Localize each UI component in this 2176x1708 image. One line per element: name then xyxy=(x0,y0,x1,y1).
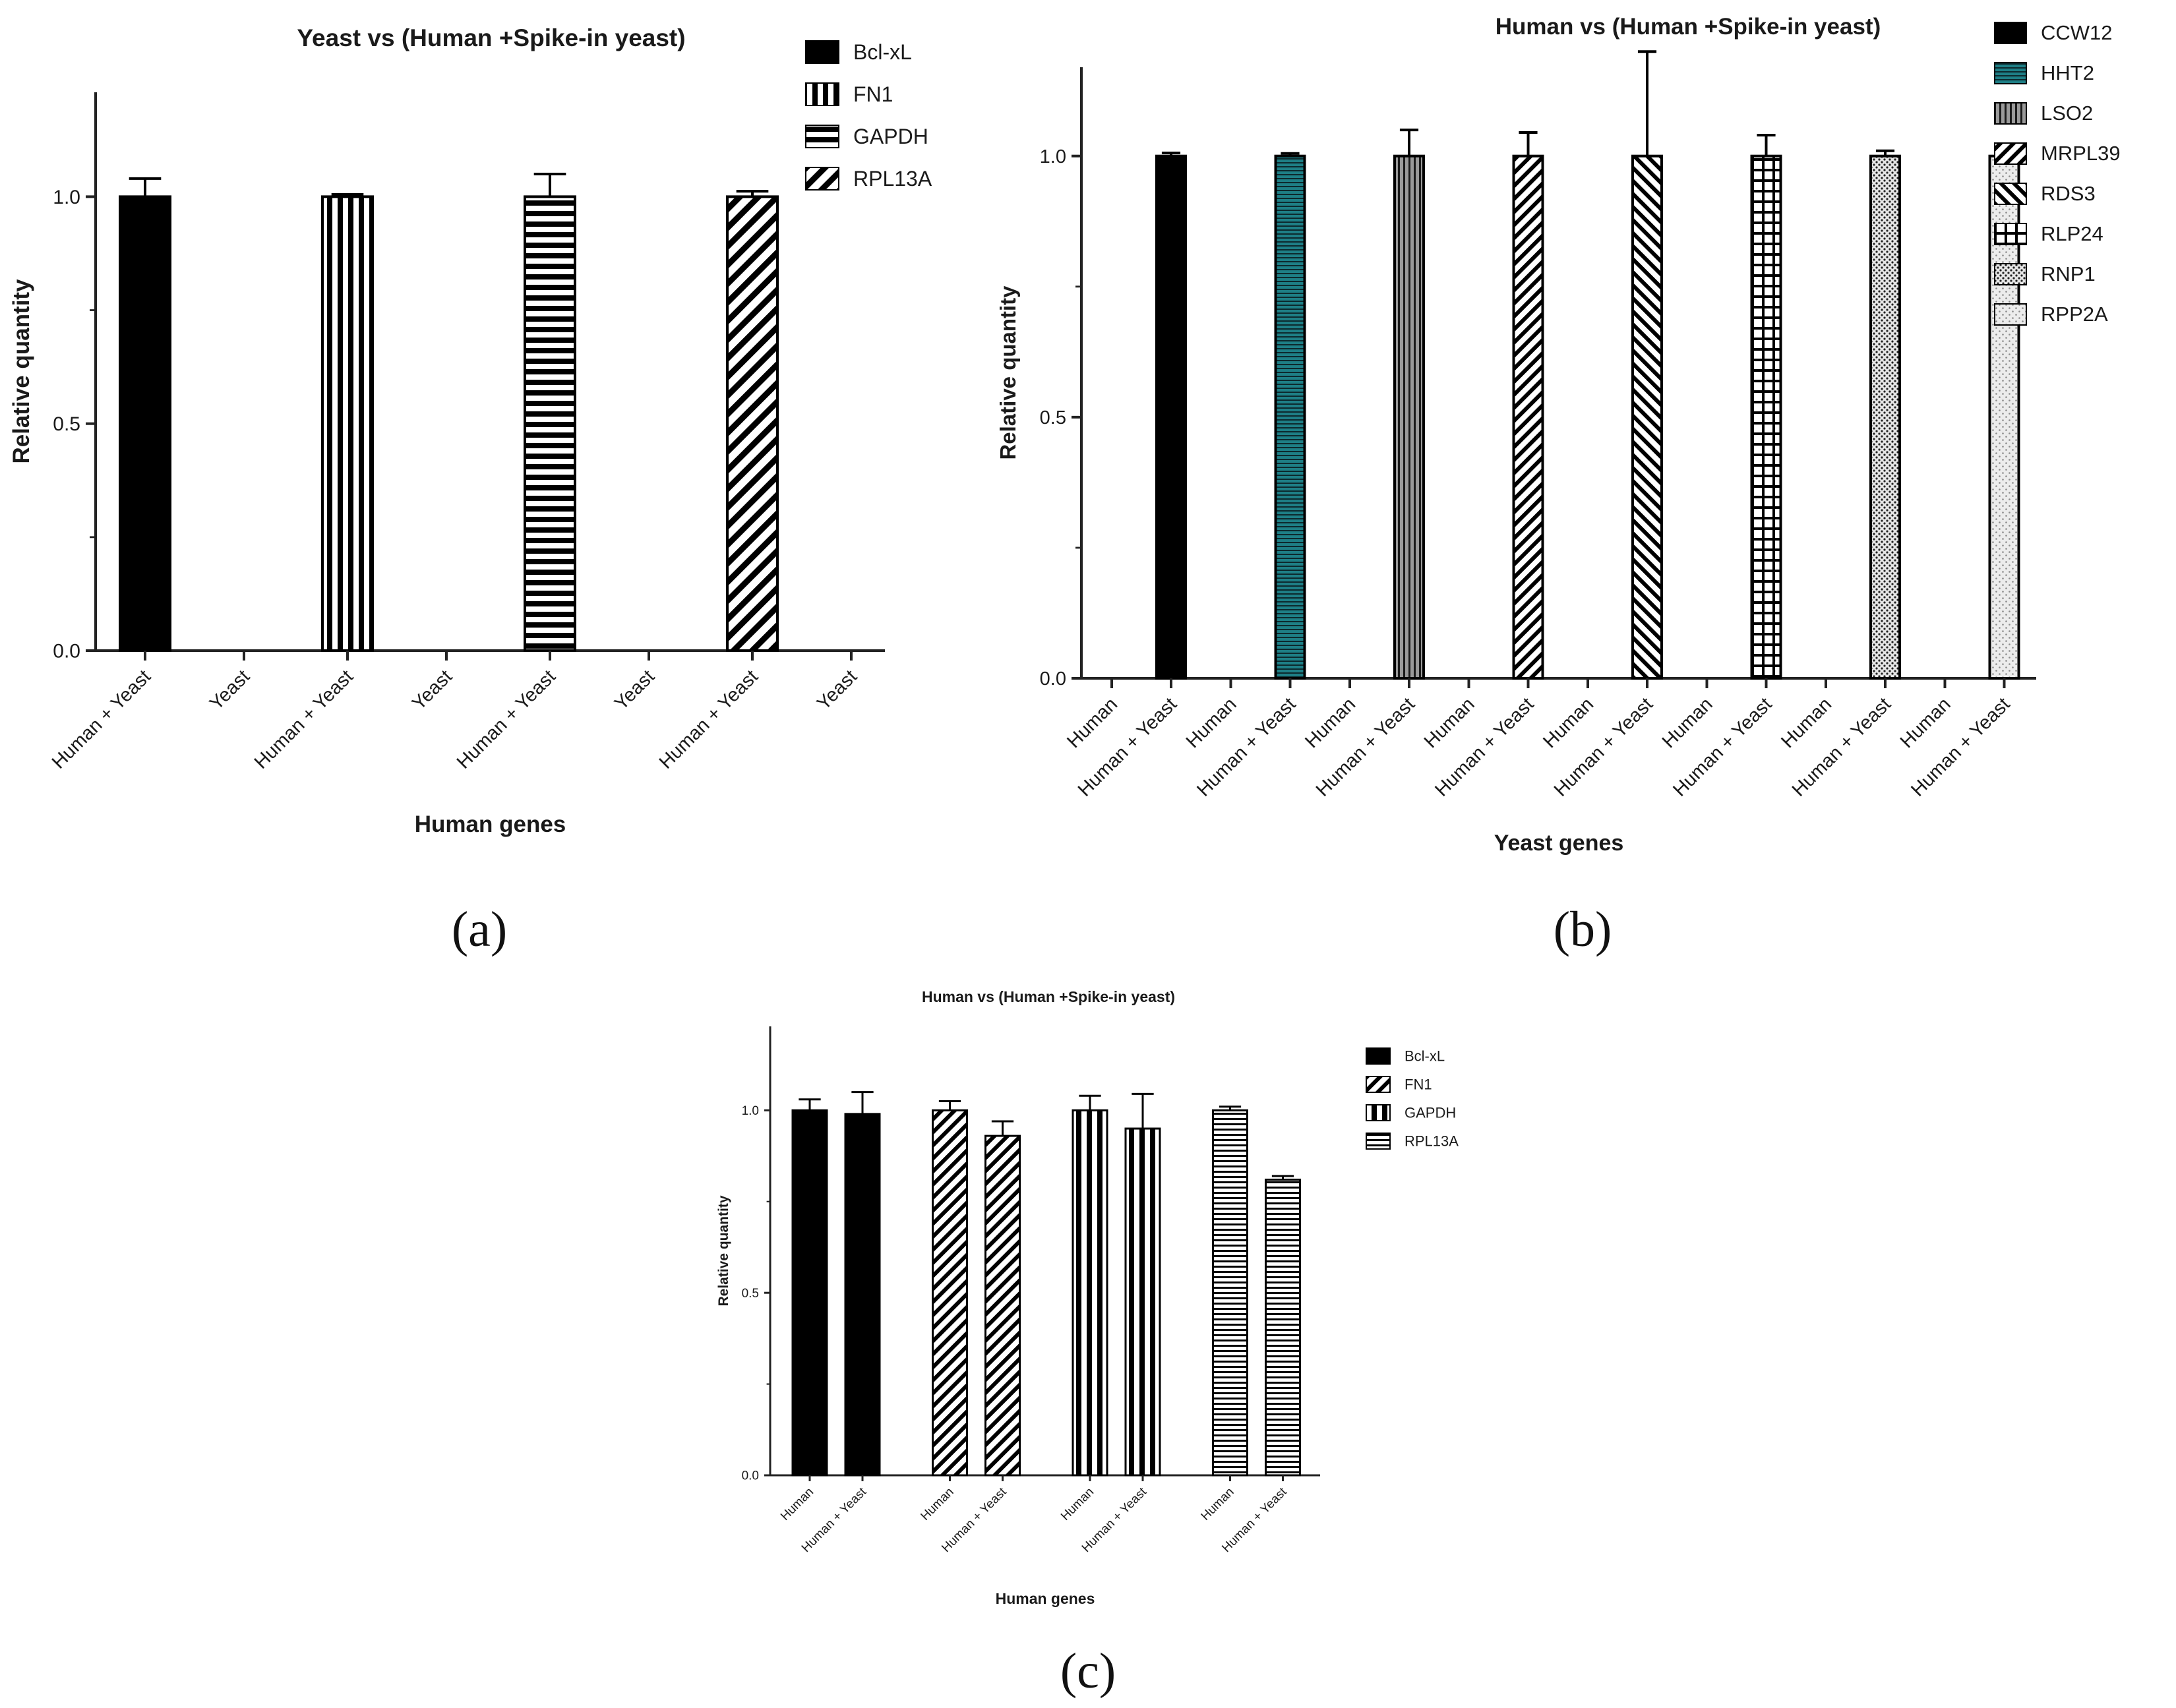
chart-title: Human vs (Human +Spike-in yeast) xyxy=(922,988,1175,1005)
y-axis-label: Relative quantity xyxy=(716,1195,731,1306)
legend-swatch xyxy=(805,167,839,191)
x-tick-label: Human + Yeast xyxy=(48,666,155,773)
x-tick-label: Human xyxy=(1199,1485,1237,1523)
y-tick-label: 0.5 xyxy=(742,1287,759,1301)
x-axis-label: Human genes xyxy=(996,1590,1095,1607)
bar-fn1-1 xyxy=(932,1109,968,1477)
panel-label: (b) xyxy=(1554,902,1612,957)
legend-label: Bcl-xL xyxy=(853,40,912,64)
legend-swatch xyxy=(1994,223,2027,245)
x-tick-label: Human xyxy=(1539,693,1598,752)
bar-bcl-xl-1 xyxy=(119,195,171,652)
legend-label: HHT2 xyxy=(2041,61,2094,84)
x-tick-label: Yeast xyxy=(813,666,861,714)
bar-rnp1-2 xyxy=(1869,154,1901,680)
legend-label: GAPDH xyxy=(1405,1105,1456,1121)
x-tick-label: Human xyxy=(1658,693,1717,752)
legend-label: FN1 xyxy=(1405,1076,1432,1093)
legend-swatch xyxy=(1994,102,2027,125)
legend-label: RNP1 xyxy=(2041,262,2096,285)
legend-label: GAPDH xyxy=(853,125,928,148)
y-tick-label: 0.5 xyxy=(1040,407,1066,428)
legend-swatch xyxy=(1366,1133,1391,1150)
chart-panel-3: Human vs (Human +Spike-in yeast) 0.0 0.5 1.… xyxy=(716,988,1459,1699)
bar-fn1-1 xyxy=(321,195,374,652)
legend-swatch xyxy=(805,40,839,64)
legend-swatch xyxy=(1994,263,2027,285)
bar-bcl-xl-2 xyxy=(844,1113,881,1477)
bar-rlp24-2 xyxy=(1750,154,1782,680)
x-tick-label: Human xyxy=(1182,693,1241,752)
y-tick-label: 1.0 xyxy=(53,187,80,208)
chart-panel-2: Human vs (Human +Spike-in yeast) 0.0 0.5 1.… xyxy=(996,14,2121,957)
bar-gapdh-1 xyxy=(524,195,576,652)
legend-label: RPL13A xyxy=(1405,1133,1459,1150)
chart-title: Yeast vs (Human +Spike-in yeast) xyxy=(297,24,685,51)
legend-label: RPP2A xyxy=(2041,303,2108,326)
legend-label: FN1 xyxy=(853,82,893,106)
bar-mrpl39-2 xyxy=(1512,154,1544,680)
legend-label: RLP24 xyxy=(2041,222,2103,245)
legend-label: Bcl-xL xyxy=(1405,1048,1445,1065)
x-axis-label: Human genes xyxy=(415,811,566,837)
legend-label: LSO2 xyxy=(2041,102,2093,125)
x-tick-label: Human xyxy=(1063,693,1122,752)
legend-swatch xyxy=(1366,1104,1391,1121)
bar-gapdh-1 xyxy=(1072,1109,1108,1477)
panel-label: (a) xyxy=(452,902,507,957)
chart-panel-1: Yeast vs (Human +Spike-in yeast) 0.0 0.5 1.… xyxy=(9,24,932,957)
legend-swatch xyxy=(1994,22,2027,44)
bar-lso2-2 xyxy=(1393,154,1425,680)
y-tick-label: 1.0 xyxy=(742,1104,759,1118)
bar-ccw12-2 xyxy=(1155,154,1187,680)
x-tick-label: Human + Yeast xyxy=(655,666,762,773)
bar-fn1-2 xyxy=(984,1134,1021,1477)
legend-label: CCW12 xyxy=(2041,21,2113,44)
x-tick-label: Human xyxy=(1896,693,1955,752)
y-axis-label: Relative quantity xyxy=(996,285,1020,460)
x-tick-label: Human xyxy=(1301,693,1360,752)
legend-label: RPL13A xyxy=(853,167,932,191)
legend-swatch xyxy=(1994,142,2027,165)
x-tick-label: Human + Yeast xyxy=(251,666,357,773)
x-tick-label: Human xyxy=(1058,1485,1097,1523)
bar-rpl13a-2 xyxy=(1265,1179,1301,1477)
legend-swatch xyxy=(1994,62,2027,84)
y-axis-label: Relative quantity xyxy=(9,279,34,464)
x-tick-label: Human xyxy=(1777,693,1836,752)
legend-swatch xyxy=(1366,1076,1391,1093)
x-tick-label: Human xyxy=(1420,693,1479,752)
x-tick-label: Yeast xyxy=(206,666,254,714)
legend-swatch xyxy=(805,82,839,106)
y-tick-label: 1.0 xyxy=(1040,146,1066,167)
x-tick-label: Yeast xyxy=(408,666,456,714)
bar-hht2-2 xyxy=(1274,154,1306,680)
x-tick-label: Yeast xyxy=(611,666,659,714)
y-tick-label: 0.0 xyxy=(53,641,80,663)
x-axis-label: Yeast genes xyxy=(1494,831,1624,856)
x-tick-label: Human + Yeast xyxy=(453,666,560,773)
bar-rds3-2 xyxy=(1631,154,1663,680)
y-tick-label: 0.0 xyxy=(1040,668,1066,690)
legend-swatch xyxy=(805,125,839,148)
legend-swatch xyxy=(1994,303,2027,326)
bar-bcl-xl-1 xyxy=(791,1109,828,1477)
x-tick-label: Human xyxy=(919,1485,957,1523)
legend-label: RDS3 xyxy=(2041,182,2096,205)
y-tick-label: 0.0 xyxy=(742,1469,759,1483)
chart-title: Human vs (Human +Spike-in yeast) xyxy=(1496,14,1881,40)
bar-rpl13a-1 xyxy=(726,195,779,652)
x-tick-label: Human xyxy=(778,1485,816,1523)
legend-swatch xyxy=(1366,1047,1391,1065)
y-tick-label: 0.5 xyxy=(53,413,80,435)
panel-label: (c) xyxy=(1060,1643,1116,1699)
legend-swatch xyxy=(1994,183,2027,205)
bar-rpl13a-1 xyxy=(1212,1109,1248,1477)
bar-gapdh-2 xyxy=(1124,1127,1161,1477)
legend-label: MRPL39 xyxy=(2041,142,2121,165)
